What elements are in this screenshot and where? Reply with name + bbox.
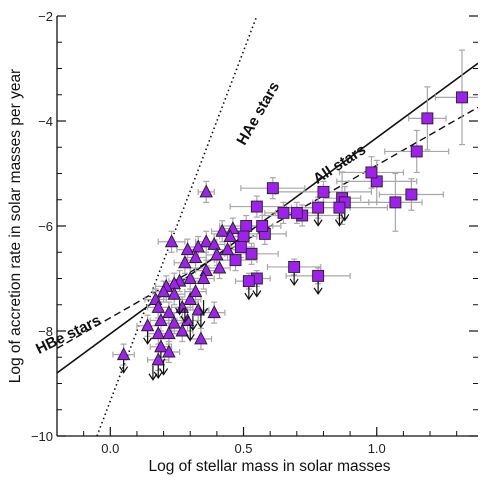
upper-limit-arrow-head	[185, 334, 195, 342]
square-marker	[288, 261, 301, 273]
square-marker	[333, 201, 346, 214]
y-tick-label: −8	[38, 324, 53, 339]
upper-limit-arrow-head	[313, 287, 323, 295]
triangle-marker	[183, 292, 197, 305]
triangle-marker	[116, 347, 131, 361]
triangle-marker	[162, 326, 176, 340]
triangle-marker	[207, 305, 221, 319]
x-tick-label: 0.5	[234, 441, 252, 456]
triangle-marker	[194, 331, 208, 345]
triangle-marker	[167, 315, 181, 329]
triangle-marker	[183, 271, 197, 284]
upper-limit-arrow-head	[153, 371, 163, 379]
square-marker	[389, 196, 402, 209]
square-marker	[421, 112, 434, 125]
axes-layer	[56, 15, 478, 437]
triangle-marker	[207, 236, 221, 250]
square-marker	[405, 188, 418, 201]
square-marker	[240, 220, 253, 232]
upper-limit-arrow-head	[199, 307, 209, 316]
square-marker	[250, 200, 263, 213]
square-marker	[229, 254, 242, 267]
triangle-marker	[180, 242, 195, 256]
triangle-marker	[210, 247, 224, 261]
triangle-marker	[223, 229, 237, 242]
triangle-marker	[151, 299, 165, 313]
triangle-marker	[167, 286, 181, 300]
upper-limit-arrow-head	[180, 315, 190, 324]
square-marker	[312, 269, 325, 282]
upper-limit-arrow-head	[334, 219, 344, 227]
square-marker	[365, 166, 378, 179]
upper-limit-arrow-head	[188, 323, 198, 331]
y-axis-title: Log of accretion rate in solar masses pe…	[7, 69, 24, 383]
square-marker	[456, 91, 468, 104]
square-marker	[290, 206, 303, 219]
square-marker	[312, 201, 325, 214]
upper-limit-arrow-head	[340, 214, 350, 222]
square-marker	[277, 206, 290, 219]
x-tick-label: 1.0	[368, 441, 386, 456]
markers-layer	[116, 91, 468, 381]
triangle-marker	[199, 234, 213, 248]
square-marker	[245, 247, 258, 260]
triangle-marker	[212, 260, 227, 274]
fit-line-solid	[57, 62, 478, 374]
triangle-marker	[196, 271, 211, 284]
upper-limit-arrow-head	[196, 320, 206, 329]
triangle-marker	[156, 284, 171, 298]
triangle-marker	[188, 284, 203, 298]
triangle-marker	[220, 242, 235, 256]
annotation-label: HAe stars	[233, 79, 283, 148]
upper-limit-arrow-head	[289, 278, 299, 287]
triangle-marker	[199, 184, 213, 198]
upper-limit-arrow-head	[148, 373, 158, 381]
triangle-marker	[151, 326, 165, 340]
fit-line-dotted	[96, 16, 258, 436]
annotation-label: All stars	[310, 141, 369, 188]
triangle-marker	[162, 305, 176, 319]
square-marker	[237, 230, 250, 243]
triangle-marker	[188, 250, 203, 263]
x-tick-label: 0.0	[101, 441, 119, 456]
triangle-marker	[191, 302, 205, 316]
square-marker	[410, 145, 423, 158]
triangle-marker	[175, 323, 189, 337]
square-marker	[242, 275, 255, 288]
upper-limit-arrow-head	[159, 368, 169, 376]
triangle-marker	[162, 344, 176, 358]
triangle-marker	[151, 352, 165, 366]
triangle-marker	[215, 223, 229, 237]
upper-limit-arrow-head	[313, 219, 323, 227]
upper-limit-arrow-head	[252, 290, 262, 298]
square-marker	[256, 220, 269, 232]
triangle-marker	[154, 339, 168, 353]
upper-limit-arrow-head	[244, 292, 254, 301]
y-tick-label: −6	[38, 219, 53, 234]
triangle-marker	[178, 255, 192, 269]
triangle-marker	[164, 234, 179, 248]
upper-limit-arrow-head	[119, 366, 129, 374]
triangle-marker	[191, 239, 205, 253]
y-tick-label: −2	[38, 9, 53, 24]
y-tick-label: −4	[38, 114, 53, 129]
x-axis-title: Log of stellar mass in solar masses	[148, 458, 390, 475]
upper-limit-arrow-head	[143, 337, 153, 345]
square-marker	[317, 185, 330, 198]
square-marker	[266, 182, 279, 195]
triangle-marker	[154, 313, 168, 326]
upper-limit-arrow-head	[175, 307, 185, 316]
y-tick-label: −10	[31, 429, 53, 444]
square-marker	[234, 241, 247, 253]
triangle-marker	[140, 318, 155, 332]
triangle-marker	[226, 221, 240, 235]
